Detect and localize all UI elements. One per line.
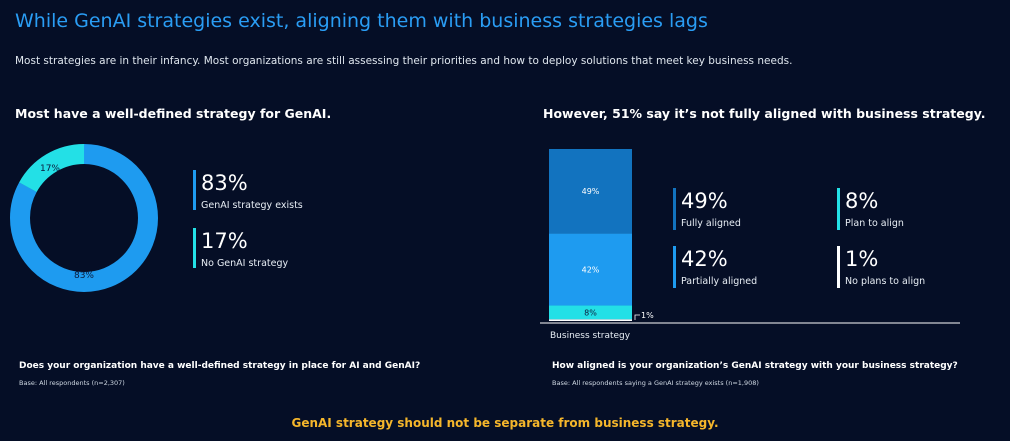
stat-value: 8% xyxy=(845,189,879,213)
bar-segment-plan-to-align xyxy=(549,305,632,320)
stat-partially-aligned: 42% Partially aligned xyxy=(673,246,757,288)
bar-segment-no-plans-to-align xyxy=(549,319,632,321)
page-subtitle: Most strategies are in their infancy. Mo… xyxy=(15,55,793,67)
stat-label: GenAI strategy exists xyxy=(201,200,303,211)
stat-value: 1% xyxy=(845,247,879,271)
bar-data-label: 8% xyxy=(584,308,597,317)
strategy-donut-chart: 83% 17% xyxy=(10,144,158,292)
donut-data-label: 83% xyxy=(74,271,94,281)
page-title: While GenAI strategies exist, aligning t… xyxy=(15,10,708,32)
stat-fully-aligned: 49% Fully aligned xyxy=(673,188,741,230)
bar-segment-partially-aligned xyxy=(549,233,632,306)
stat-label: Partially aligned xyxy=(681,276,758,287)
left-base-note: Base: All respondents (n=2,307) xyxy=(19,379,125,387)
right-base-note: Base: All respondents saying a GenAI str… xyxy=(552,379,759,387)
stat-value: 42% xyxy=(681,247,728,271)
stat-plan-to-align: 8% Plan to align xyxy=(837,188,904,230)
right-section-heading: However, 51% say it’s not fully aligned … xyxy=(543,106,986,121)
stat-accent-bar xyxy=(193,170,196,210)
stat-value: 49% xyxy=(681,189,728,213)
footer-takeaway: GenAI strategy should not be separate fr… xyxy=(291,416,719,430)
donut-slice-no-genai-strategy xyxy=(10,144,158,292)
stat-no-plans-to-align: 1% No plans to align xyxy=(837,246,925,288)
left-section-heading: Most have a well-defined strategy for Ge… xyxy=(15,106,332,121)
stat-strategy-exists: 83% GenAI strategy exists xyxy=(193,170,303,211)
stat-accent-bar xyxy=(837,246,840,288)
stat-label: No plans to align xyxy=(845,276,926,287)
donut-data-label: 17% xyxy=(40,164,60,174)
stat-label: Plan to align xyxy=(845,218,904,229)
right-survey-question: How aligned is your organization’s GenAI… xyxy=(552,361,958,371)
stat-no-strategy: 17% No GenAI strategy xyxy=(193,228,289,269)
stat-label: Fully aligned xyxy=(681,218,741,229)
stat-value: 83% xyxy=(201,171,248,195)
bar-segment-fully-aligned xyxy=(549,149,632,234)
bar-data-label: 42% xyxy=(582,265,600,274)
stat-value: 17% xyxy=(201,229,248,253)
left-survey-question: Does your organization have a well-defin… xyxy=(19,361,421,371)
stat-accent-bar xyxy=(837,188,840,230)
bar-data-label: 49% xyxy=(582,187,600,196)
stat-label: No GenAI strategy xyxy=(201,258,289,269)
alignment-stacked-bar-chart: 1% 8% 42% 49% Business strategy xyxy=(540,149,960,340)
callout-line xyxy=(634,314,640,320)
stat-accent-bar xyxy=(673,188,676,230)
stat-accent-bar xyxy=(673,246,676,288)
bar-data-label: 1% xyxy=(641,311,654,320)
bar-category-label: Business strategy xyxy=(550,331,631,340)
stat-accent-bar xyxy=(193,228,196,268)
